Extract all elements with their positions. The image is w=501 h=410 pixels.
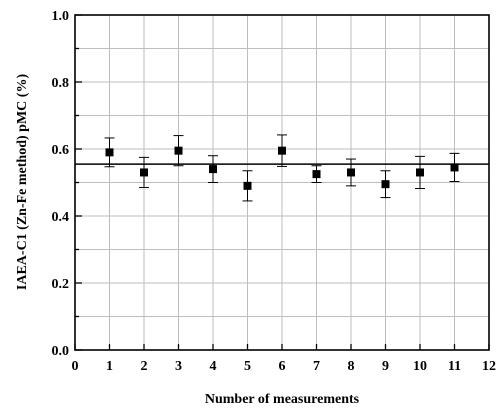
data-point: [450, 163, 459, 172]
data-series: [104, 134, 460, 202]
x-tick-label: 6: [279, 359, 286, 374]
data-point: [278, 146, 286, 155]
x-tick-label: 9: [382, 359, 389, 374]
x-tick-label: 2: [141, 359, 148, 374]
x-axis-title: Number of measurements: [205, 392, 360, 407]
x-tick-label: 5: [244, 359, 251, 374]
data-point: [416, 168, 424, 177]
x-tick-label: 0: [72, 359, 79, 374]
x-tick-label: 1: [106, 359, 113, 374]
x-tick-label: 11: [448, 359, 461, 374]
y-tick-label: 0.8: [52, 76, 70, 91]
x-tick-label: 3: [175, 359, 182, 374]
grid: [74, 14, 490, 351]
x-tick-label: 12: [482, 359, 496, 374]
data-point: [347, 168, 355, 177]
data-point: [312, 170, 321, 179]
data-point: [243, 181, 252, 190]
y-tick-labels: 0.0 0.2 0.4 0.6 0.8 1.0: [52, 9, 70, 359]
plot-frame: [74, 14, 490, 351]
data-point: [105, 148, 114, 157]
y-tick-label: 1.0: [52, 9, 70, 24]
y-tick-label: 0.0: [52, 344, 70, 359]
y-tick-label: 0.4: [52, 210, 70, 225]
x-tick-label: 7: [313, 359, 320, 374]
y-axis-title: IAEA-C1 (Zn-Fe method) pMC (%): [15, 74, 30, 291]
data-point: [381, 180, 390, 189]
data-point: [174, 146, 183, 155]
data-point: [209, 165, 217, 174]
y-tick-label: 0.6: [52, 143, 70, 158]
data-point: [140, 168, 148, 177]
y-tick-label: 0.2: [52, 277, 70, 292]
x-tick-labels: 0 1 2 3 4 5 6 7 8 9 10 11 12: [72, 359, 497, 374]
x-tick-label: 10: [413, 359, 427, 374]
x-tick-label: 8: [348, 359, 355, 374]
x-tick-label: 4: [210, 359, 217, 374]
